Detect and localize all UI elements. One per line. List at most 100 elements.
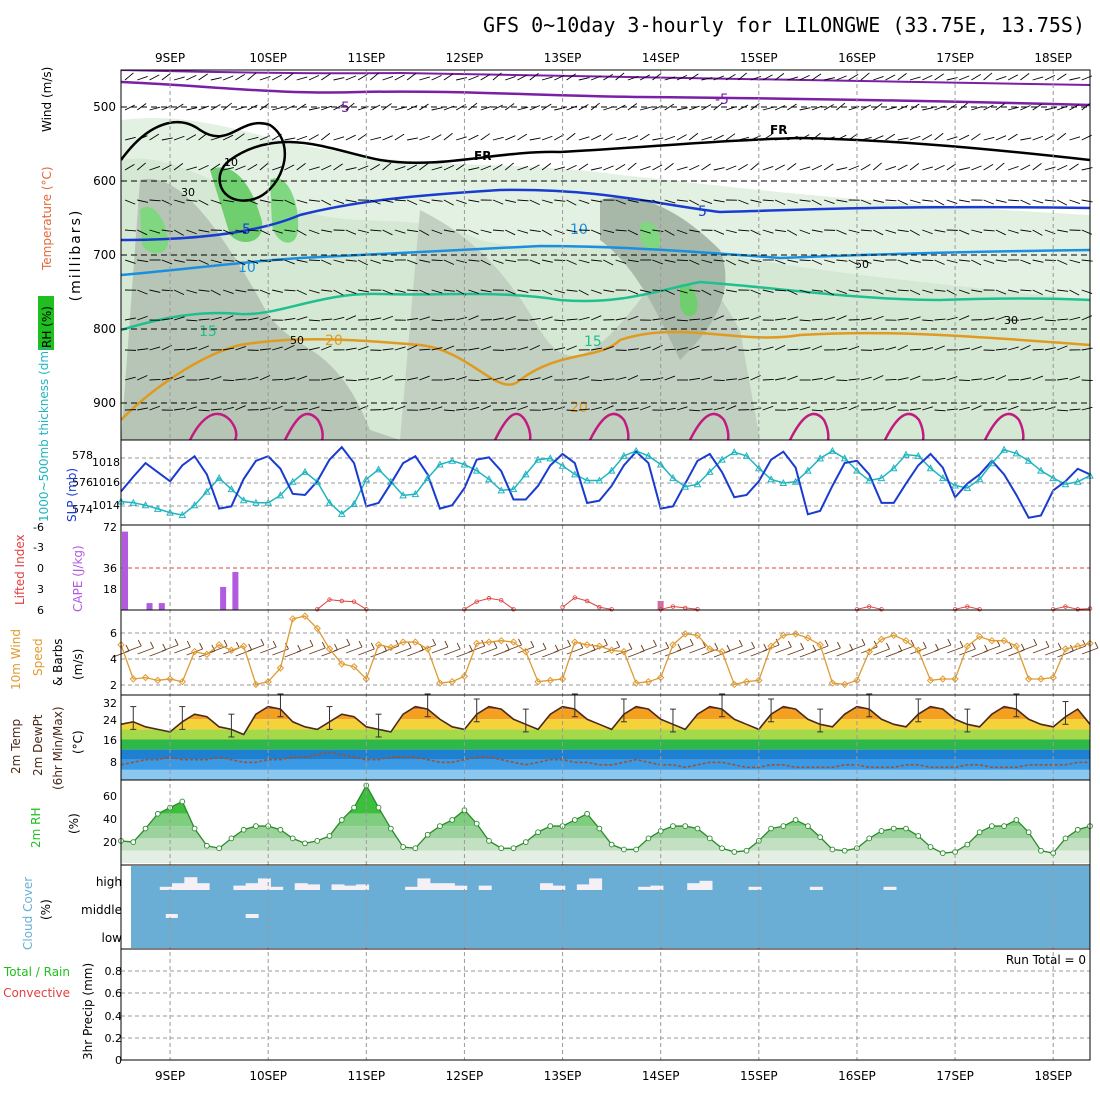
wind10m-barb-flag bbox=[689, 638, 694, 646]
wind-barb bbox=[173, 289, 185, 296]
wind-barb bbox=[922, 134, 933, 141]
lifted-index-point bbox=[511, 607, 516, 612]
lifted-index-segment bbox=[954, 606, 980, 610]
wind-barb bbox=[505, 259, 517, 263]
wind-barb bbox=[505, 75, 516, 81]
thickness-point bbox=[914, 451, 923, 459]
wind-barb bbox=[284, 137, 296, 141]
wind10m-barb-flag bbox=[726, 644, 731, 652]
wind-barb bbox=[590, 289, 602, 295]
thickness-point bbox=[313, 477, 322, 485]
cape-bars bbox=[122, 531, 664, 610]
wind-barb bbox=[1069, 316, 1081, 321]
wind-barb bbox=[983, 199, 994, 205]
wind-barb bbox=[443, 132, 453, 141]
thickness-point bbox=[791, 477, 800, 485]
wind10m-point bbox=[350, 662, 358, 671]
wind10m-barb-flag bbox=[873, 640, 878, 648]
thickness-point bbox=[620, 451, 628, 459]
wind-barb bbox=[235, 73, 246, 81]
wind10m-barb-flag bbox=[199, 642, 203, 650]
rh-tick: 20 bbox=[103, 836, 117, 849]
wind-barb bbox=[554, 259, 566, 262]
rh2m-point bbox=[768, 825, 774, 832]
slp-label: SLP (mb) bbox=[65, 468, 79, 522]
thickness-point bbox=[276, 491, 285, 499]
thickness-point bbox=[534, 455, 542, 463]
wind-barb bbox=[223, 347, 235, 351]
wind-barb bbox=[333, 289, 344, 296]
wind-barb bbox=[223, 259, 235, 262]
wind-barb bbox=[823, 104, 834, 111]
wind-barb bbox=[848, 73, 859, 81]
wind-barb bbox=[676, 166, 688, 171]
wind-barb bbox=[456, 376, 467, 381]
thickness-point bbox=[644, 451, 653, 459]
wind-barb bbox=[345, 229, 357, 235]
chart-title: GFS 0~10day 3-hourly for LILONGWE (33.75… bbox=[483, 13, 1085, 37]
wind-barb bbox=[762, 289, 774, 293]
wind-barb bbox=[836, 134, 847, 141]
thickness-point bbox=[853, 466, 861, 474]
wind-barb bbox=[345, 347, 357, 351]
cloud-high-bar bbox=[883, 886, 897, 890]
wind-barb bbox=[480, 259, 491, 266]
wind-barb bbox=[333, 136, 345, 141]
wind-barb bbox=[1032, 348, 1044, 351]
wind-barb bbox=[1032, 375, 1044, 381]
thickness-point bbox=[362, 475, 371, 483]
wind10m-point bbox=[975, 632, 984, 641]
wind10m-barb bbox=[640, 645, 657, 653]
wind-barb bbox=[1032, 229, 1043, 236]
wind-barb bbox=[1008, 346, 1019, 351]
wind-barb bbox=[1057, 345, 1068, 351]
cloud-middle-bar bbox=[165, 914, 178, 918]
cape-tick: 36 bbox=[103, 562, 117, 575]
wind-barb bbox=[394, 229, 406, 234]
wind-barb bbox=[713, 289, 725, 295]
wind-barb bbox=[627, 407, 639, 411]
wind-barb bbox=[848, 345, 860, 351]
wind10m-barb-flag bbox=[469, 644, 473, 652]
wind-barb bbox=[529, 199, 540, 206]
wind10m-tick: 6 bbox=[110, 627, 117, 640]
cloud-high-bar bbox=[809, 886, 823, 890]
wind-barb bbox=[885, 165, 897, 171]
wind10m-barb-flag bbox=[150, 641, 154, 649]
rh-50-shade-a bbox=[121, 178, 400, 440]
wind-barb bbox=[308, 166, 320, 171]
rh2m-mask bbox=[121, 780, 1090, 854]
cloud-high-bar bbox=[552, 885, 566, 890]
wind-barb bbox=[848, 133, 858, 141]
wind-barb bbox=[627, 289, 639, 295]
rh-90-blob-3 bbox=[270, 178, 299, 243]
wind10m-barb-flag bbox=[763, 643, 768, 651]
wind-barb bbox=[676, 199, 688, 202]
wind-barb bbox=[775, 229, 787, 232]
wind-barb bbox=[995, 229, 1006, 236]
thickness-point bbox=[166, 508, 174, 516]
thickness-point bbox=[350, 499, 358, 507]
wind10m-barb bbox=[873, 648, 890, 656]
wind-barb bbox=[799, 406, 811, 411]
wind10m-barb-flag bbox=[628, 642, 633, 650]
wind-barb bbox=[333, 104, 344, 111]
dewpoint-line bbox=[120, 751, 1090, 769]
wind-barb bbox=[296, 375, 308, 381]
rh2m-point bbox=[645, 835, 652, 842]
wind-barb bbox=[750, 259, 762, 263]
wind-barb bbox=[186, 134, 197, 141]
wind-barb bbox=[321, 105, 332, 111]
wind-barb bbox=[897, 289, 909, 292]
wind-barb bbox=[639, 74, 651, 81]
wind-barb bbox=[492, 104, 503, 111]
rh2m-point bbox=[302, 840, 308, 847]
profile-legend: RH (%) Temperature (°C) Wind (m/s) bbox=[38, 67, 54, 350]
wind-barb bbox=[247, 229, 259, 232]
wind10m-point bbox=[436, 679, 444, 687]
wind-barb bbox=[468, 134, 479, 141]
wind-barb bbox=[468, 167, 480, 171]
wind-barb bbox=[517, 165, 529, 171]
wind-barb bbox=[406, 259, 418, 265]
wind-barb bbox=[1069, 289, 1080, 296]
